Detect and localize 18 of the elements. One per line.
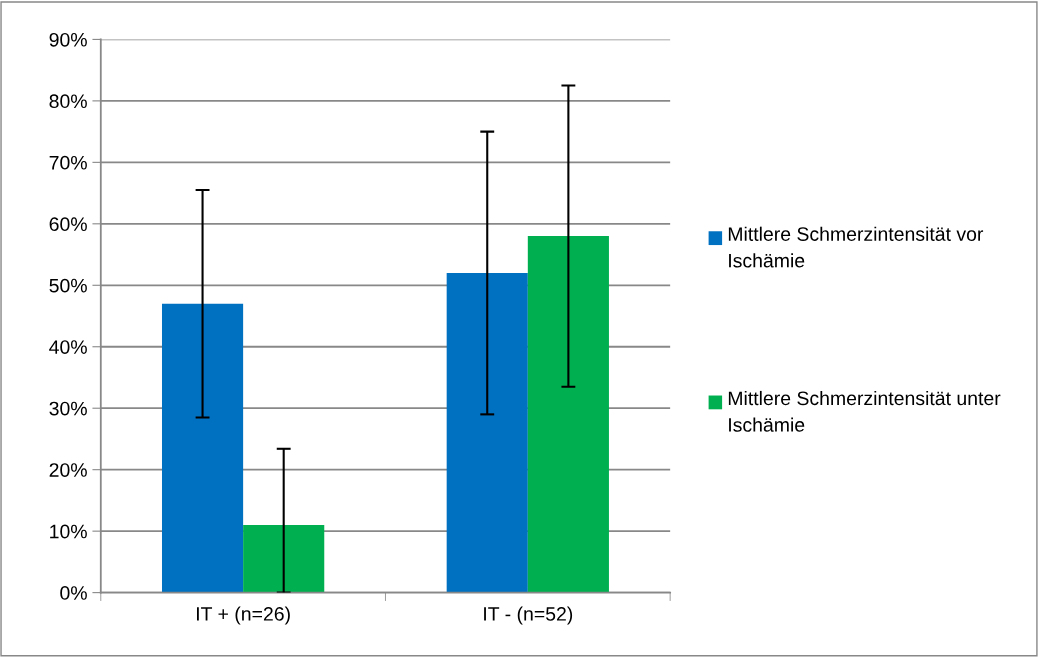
x-tick-label: IT - (n=52) xyxy=(484,606,573,625)
x-tick-label: IT + (n=26) xyxy=(197,606,290,625)
bar xyxy=(243,525,325,593)
bar xyxy=(527,236,609,593)
y-tick-label: 70% xyxy=(49,155,87,170)
y-tick-label: 20% xyxy=(49,463,87,477)
y-tick-label: 50% xyxy=(49,278,87,293)
y-tick-label: 0% xyxy=(60,586,87,600)
legend-label: Mittlere Schmerzintensität vor Ischämie xyxy=(728,226,984,268)
y-tick-label: 40% xyxy=(49,340,87,354)
bar xyxy=(446,272,528,593)
legend-label: Mittlere Schmerzintensität unter Ischämie xyxy=(728,390,1001,432)
y-tick-label: 10% xyxy=(50,524,87,539)
bar xyxy=(161,303,244,593)
y-tick-label: 30% xyxy=(49,401,87,416)
y-tick-label: 90% xyxy=(49,32,87,47)
y-tick-label: 60% xyxy=(49,217,87,232)
y-tick-label: 80% xyxy=(49,94,87,109)
